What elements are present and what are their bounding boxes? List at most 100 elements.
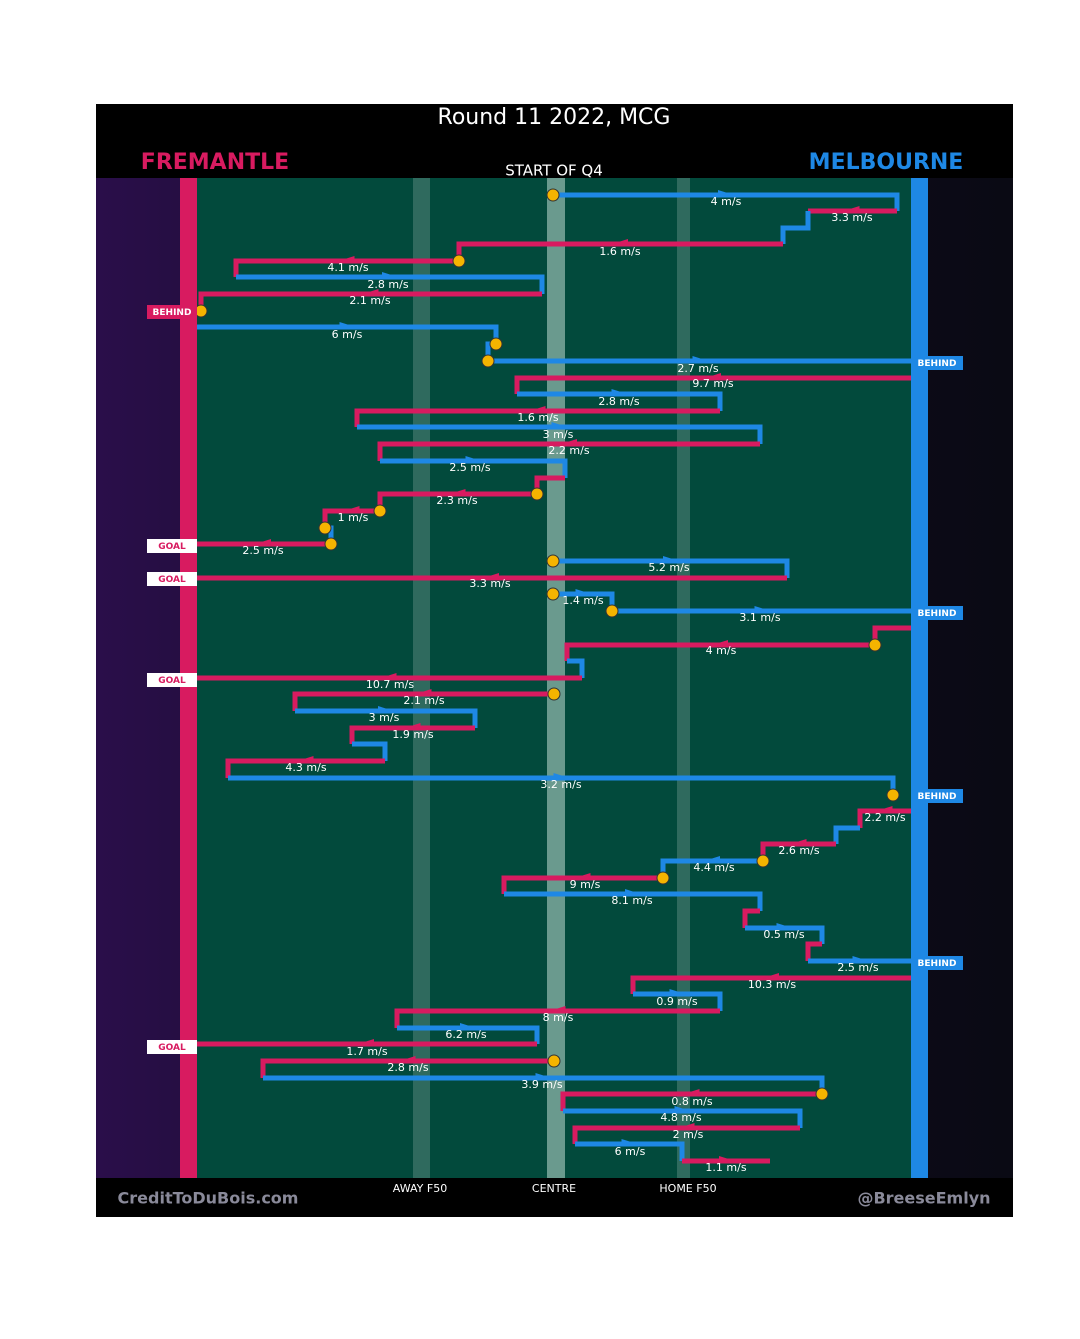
footer-credit: CreditToDuBois.com — [118, 1189, 299, 1208]
possession-path — [575, 1141, 685, 1161]
direction-arrow — [549, 1006, 566, 1012]
possession-path — [225, 758, 385, 778]
speed-label: 2.8 m/s — [598, 395, 639, 408]
speed-label: 4.8 m/s — [660, 1111, 701, 1124]
possession-path — [292, 691, 554, 711]
outcome-badge — [911, 356, 963, 370]
possession-path — [553, 192, 900, 211]
direction-arrow — [843, 206, 860, 212]
direction-arrow — [380, 673, 397, 679]
possession-change — [547, 687, 561, 701]
outcome-badge — [147, 539, 197, 553]
possession-path — [260, 1058, 554, 1078]
speed-label: 4 m/s — [706, 644, 737, 657]
speed-label: 1.6 m/s — [599, 245, 640, 258]
direction-arrow — [663, 556, 679, 562]
direction-arrow — [339, 322, 356, 328]
possession-path — [349, 725, 475, 744]
possession-change — [530, 487, 544, 501]
direction-arrow — [705, 373, 721, 379]
speed-label: 0.8 m/s — [671, 1095, 712, 1108]
speed-label: 9 m/s — [570, 878, 601, 891]
possession-change — [656, 871, 670, 885]
direction-arrow — [382, 272, 398, 278]
speed-label: 3 m/s — [543, 428, 574, 441]
possession-change — [481, 354, 495, 368]
possession-path — [560, 1091, 822, 1111]
outcome-badge — [911, 606, 963, 620]
possession-change — [547, 1054, 561, 1068]
outcome-label: BEHIND — [918, 609, 957, 619]
speed-label: 3.3 m/s — [831, 211, 872, 224]
header-band — [96, 104, 1013, 178]
direction-arrow — [404, 723, 421, 729]
direction-arrow — [551, 422, 568, 428]
speed-label: 1.1 m/s — [705, 1161, 746, 1174]
possession-path — [514, 375, 911, 394]
possession-change — [318, 521, 332, 535]
speed-label: 2.2 m/s — [864, 811, 905, 824]
direction-arrow — [712, 640, 728, 646]
possession-path — [563, 1108, 803, 1128]
speed-label: 4 m/s — [711, 195, 742, 208]
speed-label: 3.3 m/s — [469, 577, 510, 590]
possession-change — [373, 504, 387, 518]
direction-arrow — [460, 1023, 476, 1029]
possession-change — [324, 537, 338, 551]
direction-arrow — [378, 706, 394, 712]
direction-arrow — [362, 289, 379, 295]
possession-path — [572, 1125, 800, 1144]
direction-arrow — [718, 190, 734, 196]
direction-arrow — [553, 773, 570, 779]
right-goal-line — [911, 178, 928, 1178]
direction-arrow — [449, 489, 466, 495]
direction-arrow — [297, 756, 314, 762]
possession-path — [352, 741, 388, 761]
direction-arrow — [612, 239, 628, 245]
possession-path — [380, 458, 568, 478]
speed-label: 8.1 m/s — [611, 894, 652, 907]
speed-label: 2.1 m/s — [403, 694, 444, 707]
direction-arrow — [876, 806, 893, 812]
possession-change — [546, 188, 560, 202]
zone-label: HOME F50 — [659, 1182, 716, 1195]
speed-label: 2.8 m/s — [367, 278, 408, 291]
possession-path — [633, 991, 723, 1011]
speed-label: 6.2 m/s — [445, 1028, 486, 1041]
speed-label: 3.9 m/s — [521, 1078, 562, 1091]
zone-stripe — [677, 178, 690, 1178]
speed-label: 0.5 m/s — [763, 928, 804, 941]
speed-label: 1.9 m/s — [392, 728, 433, 741]
direction-arrow — [704, 856, 720, 862]
possession-change — [489, 337, 503, 351]
direction-arrow — [852, 956, 869, 962]
start-label: START OF Q4 — [505, 162, 603, 180]
possession-path — [780, 211, 811, 244]
outcome-label: BEHIND — [918, 792, 957, 802]
direction-arrow — [611, 389, 628, 395]
outcome-badge — [911, 956, 963, 970]
speed-label: 3 m/s — [369, 711, 400, 724]
outcome-label: BEHIND — [153, 308, 192, 318]
outcome-label: GOAL — [158, 542, 186, 552]
direction-arrow — [358, 1039, 374, 1045]
direction-arrow — [678, 1123, 695, 1129]
speed-label: 2.5 m/s — [242, 544, 283, 557]
speed-label: 2.2 m/s — [548, 444, 589, 457]
speed-label: 9.7 m/s — [692, 377, 733, 390]
direction-arrow — [625, 889, 641, 895]
possession-change — [868, 638, 882, 652]
outcome-label: GOAL — [158, 575, 186, 585]
direction-arrow — [483, 573, 499, 579]
speed-label: 2.5 m/s — [449, 461, 490, 474]
direction-arrow — [621, 1139, 638, 1145]
possession-path — [233, 258, 459, 277]
footer-band — [96, 1178, 1013, 1217]
outcome-badge — [911, 789, 963, 803]
possession-path — [630, 975, 911, 994]
speed-label: 10.3 m/s — [748, 978, 796, 991]
speed-label: 2 m/s — [673, 1128, 704, 1141]
speed-label: 10.7 m/s — [366, 678, 414, 691]
possession-change — [546, 587, 560, 601]
